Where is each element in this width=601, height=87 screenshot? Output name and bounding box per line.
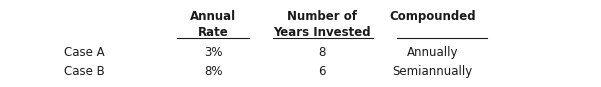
Text: Annually: Annually (407, 46, 459, 59)
Text: Annual: Annual (191, 10, 236, 23)
Text: Rate: Rate (198, 26, 229, 39)
Text: 8: 8 (318, 46, 325, 59)
Text: 3%: 3% (204, 46, 222, 59)
Text: Semiannually: Semiannually (392, 65, 473, 78)
Text: Years Invested: Years Invested (273, 26, 370, 39)
Text: Case A: Case A (64, 46, 105, 59)
Text: Compounded: Compounded (389, 10, 476, 23)
Text: Case B: Case B (64, 65, 105, 78)
Text: 8%: 8% (204, 65, 222, 78)
Text: Number of: Number of (287, 10, 356, 23)
Text: 6: 6 (318, 65, 325, 78)
